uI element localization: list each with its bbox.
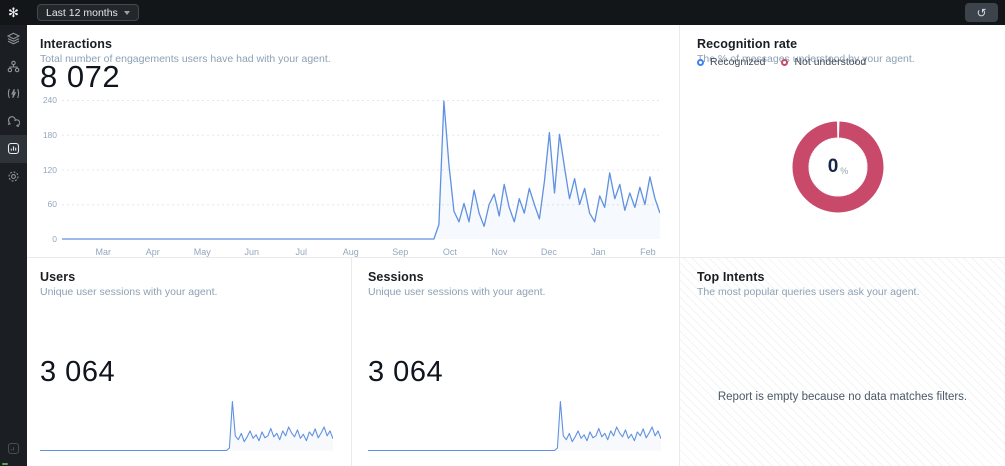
widget-icon — [7, 443, 20, 455]
users-sparkline-chart[interactable] — [40, 400, 334, 454]
not-understood-marker-icon — [781, 58, 789, 66]
recognized-marker-icon — [697, 58, 704, 66]
sessions-subtitle: Unique user sessions with your agent. — [368, 286, 546, 298]
sidebar-item-workflow[interactable] — [0, 53, 27, 81]
rotate-ccw-icon: ↺ — [976, 5, 987, 20]
sidebar-item-layers[interactable] — [0, 25, 27, 53]
sessions-value: 3 064 — [368, 356, 444, 388]
chevron-down-icon — [123, 11, 130, 15]
recognition-title: Recognition rate — [697, 37, 798, 51]
gear-icon — [8, 171, 19, 182]
top-intents-title: Top Intents — [697, 270, 765, 284]
sessions-title: Sessions — [368, 270, 424, 284]
not-understood-label: Not understood — [794, 56, 867, 68]
status-dot — [2, 463, 8, 465]
donut-center-value: 0 % — [827, 156, 849, 177]
top-intents-subtitle: The most popular queries users ask your … — [697, 286, 920, 298]
users-value: 3 064 — [40, 356, 116, 388]
sidebar-item-functions[interactable] — [0, 80, 27, 108]
users-panel: Users Unique user sessions with your age… — [27, 258, 352, 466]
recognition-legend: Recognized Not understood — [697, 56, 866, 68]
sidebar-item-transcripts[interactable] — [0, 108, 27, 136]
sidebar — [0, 25, 27, 466]
bar-chart-icon — [7, 143, 20, 155]
recognition-rate-panel: Recognition rate The % of messages under… — [680, 25, 1005, 258]
reset-filters-button[interactable]: ↺ — [965, 3, 998, 22]
empty-report-message: Report is empty because no data matches … — [717, 391, 968, 403]
sidebar-item-settings[interactable] — [0, 163, 27, 191]
legend-item-recognized[interactable]: Recognized — [697, 56, 765, 68]
top-intents-panel: Top Intents The most popular queries use… — [680, 258, 1005, 466]
sidebar-item-analytics[interactable] — [0, 135, 27, 163]
users-subtitle: Unique user sessions with your agent. — [40, 286, 218, 298]
top-bar: ✻ Last 12 months ↺ — [0, 0, 1005, 25]
date-range-dropdown[interactable]: Last 12 months — [37, 4, 139, 21]
recognized-label: Recognized — [710, 56, 766, 68]
interactions-panel: Interactions Total number of engagements… — [27, 25, 680, 258]
app-logo[interactable]: ✻ — [0, 0, 27, 25]
layers-icon — [7, 32, 20, 45]
workflow-icon — [7, 60, 20, 73]
dashboard: Interactions Total number of engagements… — [27, 25, 1005, 466]
functions-icon — [7, 88, 20, 99]
interactions-title: Interactions — [40, 37, 113, 51]
users-title: Users — [40, 270, 76, 284]
sessions-sparkline-chart[interactable] — [368, 400, 662, 454]
date-range-label: Last 12 months — [46, 6, 118, 19]
legend-item-not-understood[interactable]: Not understood — [781, 56, 866, 68]
interactions-value: 8 072 — [40, 59, 121, 94]
sessions-panel: Sessions Unique user sessions with your … — [352, 258, 680, 466]
recognition-subtitle: The % of messages understood by your age… — [697, 53, 915, 65]
chat-bubbles-icon — [7, 115, 20, 127]
interactions-line-chart[interactable]: 240 180 120 60 0 Mar Apr May Jun Jul Aug Sep Oct Nov… — [35, 96, 675, 257]
sidebar-item-widget[interactable] — [0, 435, 27, 463]
interactions-subtitle: Total number of engagements users have h… — [40, 53, 331, 65]
flower-logo-icon: ✻ — [8, 4, 19, 20]
recognition-donut-chart[interactable] — [792, 121, 884, 213]
